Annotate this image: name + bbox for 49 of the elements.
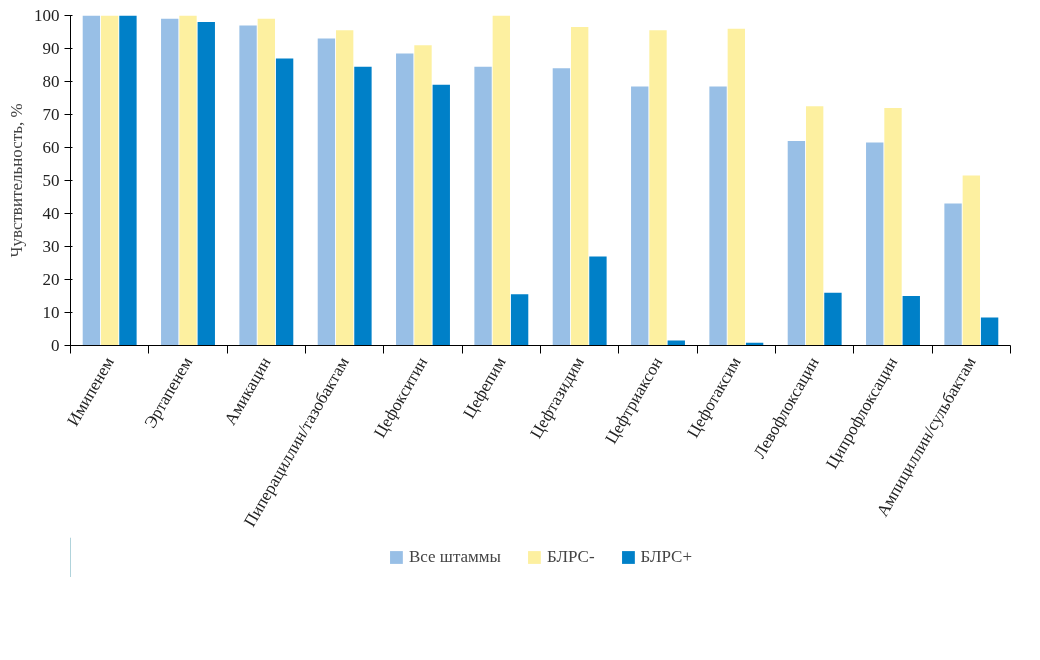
legend-label: БЛРС- (547, 547, 595, 567)
bar (787, 140, 806, 346)
bar (962, 175, 981, 346)
bar (414, 45, 432, 346)
bar (432, 84, 450, 346)
y-tick-label: 0 (51, 336, 60, 355)
bar (179, 15, 197, 346)
y-tick-label: 20 (42, 270, 60, 289)
bar (824, 292, 842, 346)
bar (275, 58, 294, 346)
bar (197, 22, 215, 346)
bar (631, 86, 649, 346)
bar (649, 30, 667, 346)
y-tick-label: 30 (42, 237, 60, 256)
bar (727, 28, 746, 346)
y-tick-label: 90 (42, 39, 60, 58)
bar (866, 142, 884, 346)
bar (980, 317, 999, 346)
legend-label: Все штаммы (408, 547, 502, 567)
bar (805, 106, 824, 346)
bar (239, 25, 257, 346)
bar (119, 15, 137, 346)
y-axis-title: Чувствительность, % (7, 103, 26, 258)
bar (100, 15, 119, 346)
bar (709, 86, 727, 346)
bar (161, 18, 179, 346)
bar (589, 256, 607, 346)
y-tick-label: 60 (42, 138, 60, 157)
y-tick-label: 50 (42, 171, 60, 190)
bar (354, 66, 372, 346)
legend-label: БЛРС+ (640, 547, 693, 567)
y-tick-label: 10 (42, 303, 60, 322)
bar (396, 53, 414, 346)
y-tick-label: 80 (42, 72, 60, 91)
y-tick-label: 40 (42, 204, 60, 223)
bar (884, 107, 902, 346)
y-tick-label: 100 (34, 6, 60, 25)
bar (317, 38, 336, 346)
bar (570, 27, 589, 346)
bar (552, 68, 571, 346)
bar (510, 294, 529, 346)
bar (944, 203, 962, 346)
bar (902, 296, 920, 346)
y-tick-label: 70 (42, 105, 60, 124)
bar (474, 66, 492, 346)
bar (257, 18, 276, 346)
bar (335, 30, 354, 346)
bar (82, 15, 101, 346)
bar (492, 15, 511, 346)
